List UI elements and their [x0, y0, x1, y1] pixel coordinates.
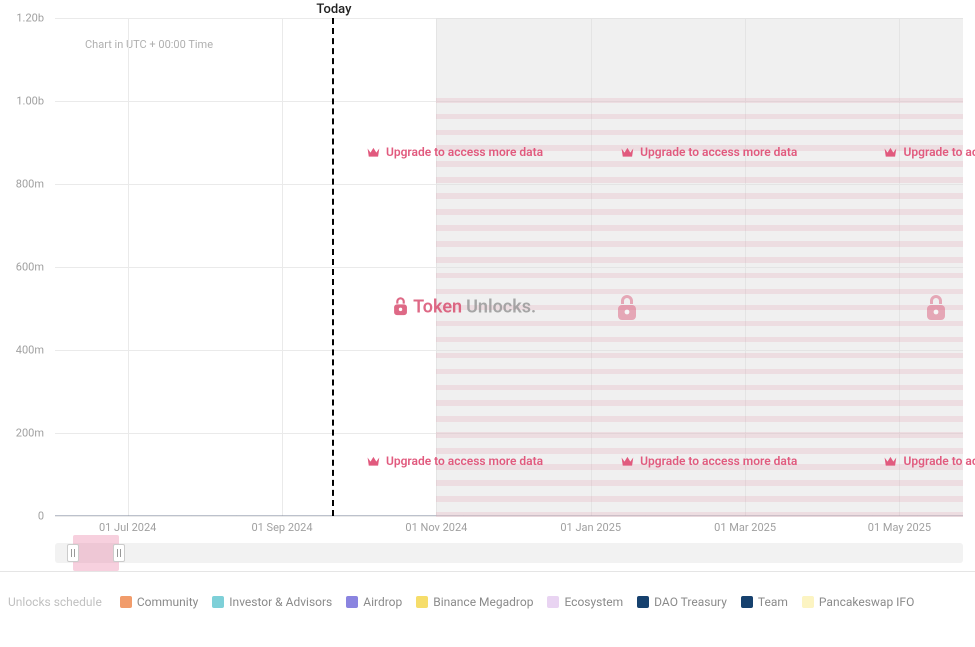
legend-label: Investor & Advisors [229, 595, 332, 609]
x-axis: 01 Jul 2024 01 Sep 2024 01 Nov 2024 01 Jan … [55, 521, 963, 541]
upgrade-cta[interactable]: Upgrade to access more data [620, 145, 797, 159]
legend-item[interactable]: Ecosystem [547, 595, 623, 609]
y-tick-label: 600m [16, 261, 44, 274]
upgrade-cta[interactable]: Upgrade to access more data [620, 454, 797, 468]
y-tick-label: 200m [16, 427, 44, 440]
y-tick-label: 400m [16, 344, 44, 357]
legend-label: Binance Megadrop [433, 595, 533, 609]
y-tick-label: 1.00b [16, 95, 44, 108]
y-tick-label: 800m [16, 178, 44, 191]
legend-item[interactable]: Community [120, 595, 198, 609]
legend-item[interactable]: DAO Treasury [637, 595, 727, 609]
paywall-overlay: Upgrade to access more data Upgrade to ac… [436, 18, 963, 516]
y-axis: 0200m400m600m800m1.00b1.20b [0, 18, 50, 516]
upgrade-cta[interactable]: Upgrade to access more data [884, 454, 975, 468]
x-tick-label: 01 Nov 2024 [405, 521, 467, 534]
legend-title: Unlocks schedule [8, 595, 102, 609]
y-tick-label: 0 [38, 510, 44, 523]
plot-area[interactable]: Upgrade to access more data Upgrade to ac… [55, 18, 963, 516]
legend-label: Community [137, 595, 198, 609]
watermark-lock-icon [924, 294, 948, 320]
legend-item[interactable]: Investor & Advisors [212, 595, 332, 609]
legend-label: Team [758, 595, 788, 609]
legend-swatch [802, 596, 814, 608]
x-tick-label: 01 Jul 2024 [99, 521, 156, 534]
legend-label: Airdrop [363, 595, 402, 609]
upgrade-cta[interactable]: Upgrade to access more data [366, 454, 543, 468]
y-tick-label: 1.20b [16, 12, 44, 25]
legend-swatch [547, 596, 559, 608]
legend-swatch [120, 596, 132, 608]
legend-label: Ecosystem [564, 595, 623, 609]
legend-item[interactable]: Team [741, 595, 788, 609]
legend-label: DAO Treasury [654, 595, 727, 609]
legend-item[interactable]: Pancakeswap IFO [802, 595, 914, 609]
watermark-logo: TokenUnlocks. [391, 296, 536, 317]
range-handle-right[interactable] [113, 544, 125, 562]
chart-legend: Unlocks schedule Community Investor & Adv… [8, 595, 967, 609]
legend-label: Pancakeswap IFO [819, 595, 914, 609]
upgrade-cta[interactable]: Upgrade to access more data [366, 145, 543, 159]
range-navigator[interactable] [55, 543, 963, 563]
today-marker: Today [332, 18, 334, 516]
watermark-lock-icon [615, 294, 639, 320]
legend-swatch [346, 596, 358, 608]
upgrade-cta[interactable]: Upgrade to access more data [884, 145, 975, 159]
legend-item[interactable]: Airdrop [346, 595, 402, 609]
x-tick-label: 01 Mar 2025 [714, 521, 776, 534]
x-tick-label: 01 Jan 2025 [560, 521, 621, 534]
x-tick-label: 01 Sep 2024 [251, 521, 312, 534]
range-window[interactable] [73, 535, 118, 571]
legend-item[interactable]: Binance Megadrop [416, 595, 533, 609]
unlocks-chart: Chart in UTC + 00:00 Time 0200m400m600m8… [0, 0, 975, 572]
legend-swatch [637, 596, 649, 608]
legend-swatch [416, 596, 428, 608]
today-label: Today [316, 2, 351, 17]
legend-swatch [741, 596, 753, 608]
x-tick-label: 01 May 2025 [868, 521, 931, 534]
legend-swatch [212, 596, 224, 608]
range-handle-left[interactable] [67, 544, 79, 562]
